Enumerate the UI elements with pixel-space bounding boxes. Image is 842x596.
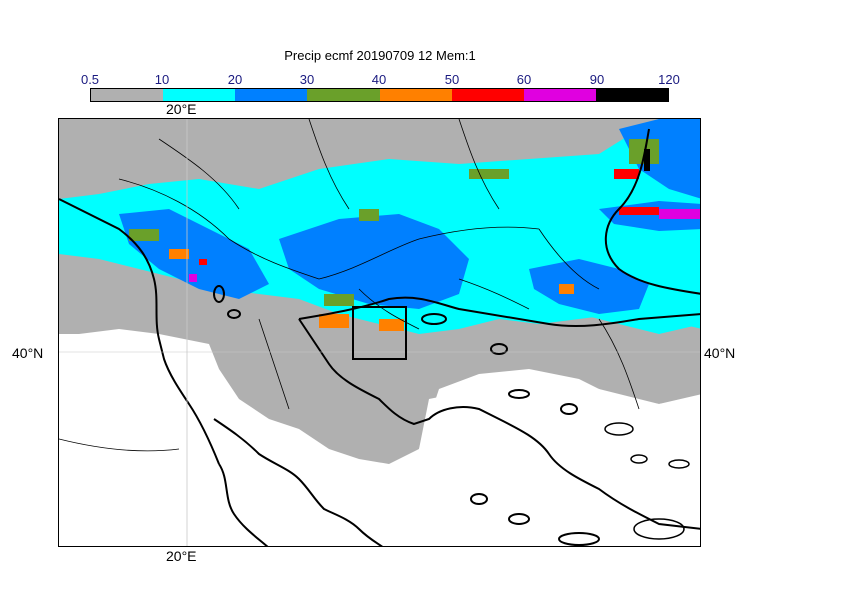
lon-label-bottom: 20°E: [166, 548, 197, 564]
precip-field-green-2: [359, 209, 379, 221]
precip-field-orange-3: [379, 319, 404, 331]
precip-field-orange-4: [559, 284, 574, 294]
precip-map: [58, 118, 701, 547]
coastline-aegean: [298, 318, 700, 530]
precip-field-green-1: [129, 229, 159, 241]
no-precip-area-3: [360, 379, 700, 546]
island-12: [558, 532, 600, 546]
colorbar-tick-1: 10: [154, 72, 170, 87]
colorbar-seg-2: [163, 89, 236, 101]
colorbar-seg-7: [523, 89, 596, 101]
no-precip-area-2: [59, 419, 259, 546]
colorbar-tick-5: 50: [444, 72, 460, 87]
chart-title: Precip ecmf 20190709 12 Mem:1: [284, 48, 476, 63]
colorbar-tick-0: 0.5: [80, 72, 100, 87]
precip-field-orange-2: [319, 314, 349, 328]
precip-colorbar: [90, 88, 669, 102]
precip-field-blue-4: [619, 119, 700, 199]
colorbar-tick-7: 90: [589, 72, 605, 87]
island-5: [508, 389, 530, 399]
island-9: [630, 454, 648, 464]
island-1: [213, 285, 225, 303]
island-3: [421, 313, 447, 325]
colorbar-tick-4: 40: [371, 72, 387, 87]
lat-label-right: 40°N: [704, 345, 736, 361]
island-11: [508, 513, 530, 525]
colorbar-tick-6: 60: [516, 72, 532, 87]
precip-field-magenta-1: [659, 209, 700, 219]
precip-field-orange-1: [169, 249, 189, 259]
coastline-blacksea: [604, 128, 700, 295]
precip-field-green-5: [324, 294, 354, 306]
island-7: [604, 422, 634, 436]
precip-field-blue-3: [529, 259, 649, 314]
coastline-adriatic: [59, 198, 220, 465]
colorbar-tick-8: 120: [658, 72, 680, 87]
precip-field-red-1: [199, 259, 207, 265]
precip-field-blue-2: [279, 214, 469, 309]
island-4: [490, 343, 508, 355]
map-canvas: [59, 119, 700, 546]
colorbar-seg-6: [451, 89, 524, 101]
island-10: [470, 493, 488, 505]
island-13: [633, 518, 685, 540]
colorbar-tick-2: 20: [227, 72, 243, 87]
island-6: [560, 403, 578, 415]
precip-field-green-4: [469, 169, 509, 179]
lon-label-top: 20°E: [166, 101, 197, 117]
target-area-box: [352, 306, 407, 360]
lat-label-left: 40°N: [12, 345, 44, 361]
colorbar-tick-3: 30: [299, 72, 315, 87]
border-lines: [59, 119, 640, 452]
precip-field-red-2: [614, 169, 639, 179]
coastline-greece-west: [218, 463, 269, 546]
island-8: [668, 459, 690, 469]
colorbar-seg-3: [235, 89, 308, 101]
colorbar-seg-5: [379, 89, 452, 101]
precip-field-magenta-2: [189, 274, 197, 282]
coastline-greek-mainland: [213, 418, 383, 546]
precip-field-black-1: [644, 149, 650, 171]
precip-field-red-3: [619, 207, 659, 215]
colorbar-seg-8: [595, 89, 668, 101]
island-2: [227, 309, 241, 319]
colorbar-seg-1: [91, 89, 164, 101]
colorbar-seg-4: [307, 89, 380, 101]
no-precip-area-1: [59, 339, 179, 379]
